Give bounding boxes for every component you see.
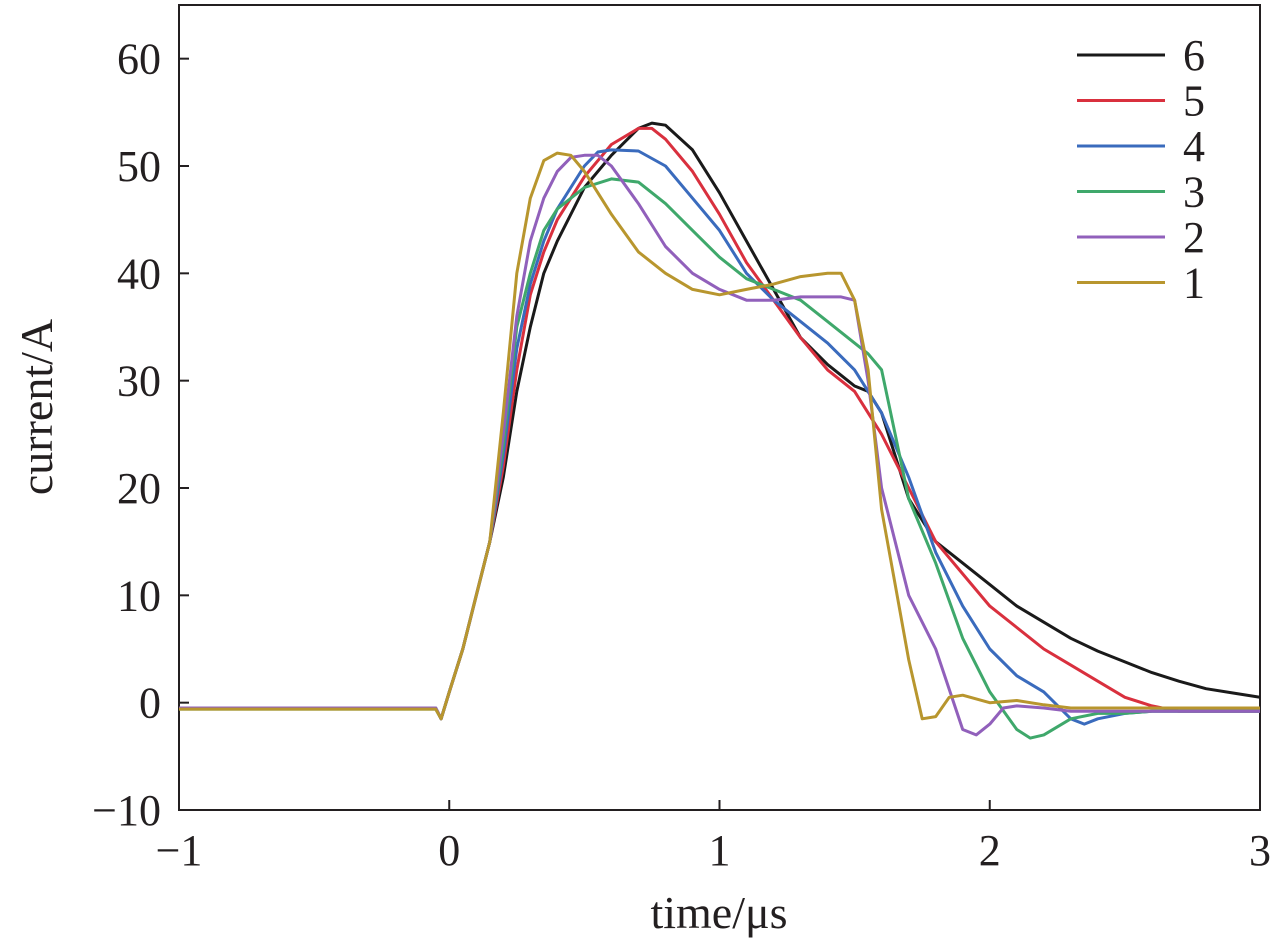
series-line-5 xyxy=(179,126,1260,721)
y-tick-label: 10 xyxy=(117,571,161,620)
y-tick-label: 0 xyxy=(139,679,161,728)
x-axis-title: time/μs xyxy=(650,887,787,938)
x-tick-label: −1 xyxy=(156,826,203,875)
x-tick-label: 2 xyxy=(979,826,1001,875)
legend-label-6: 6 xyxy=(1183,31,1205,80)
series-line-1 xyxy=(179,151,1260,721)
x-tick-label: 3 xyxy=(1249,826,1271,875)
y-tick-label: 40 xyxy=(117,249,161,298)
series-line-3 xyxy=(179,177,1260,740)
y-tick-label: 20 xyxy=(117,464,161,513)
series-layer xyxy=(179,121,1260,740)
y-axis-title: current/A xyxy=(11,319,62,495)
y-tick-label: −10 xyxy=(92,786,161,835)
legend-label-4: 4 xyxy=(1183,122,1205,171)
legend-label-3: 3 xyxy=(1183,168,1205,217)
y-tick-label: 60 xyxy=(117,35,161,84)
series-line-2 xyxy=(179,153,1260,737)
legend-label-2: 2 xyxy=(1183,213,1205,262)
legend-label-1: 1 xyxy=(1183,259,1205,308)
y-tick-label: 30 xyxy=(117,357,161,406)
legend-label-5: 5 xyxy=(1183,77,1205,126)
y-tick-label: 50 xyxy=(117,142,161,191)
x-tick-label: 0 xyxy=(438,826,460,875)
plot-frame xyxy=(178,4,1261,811)
x-tick-label: 1 xyxy=(709,826,731,875)
